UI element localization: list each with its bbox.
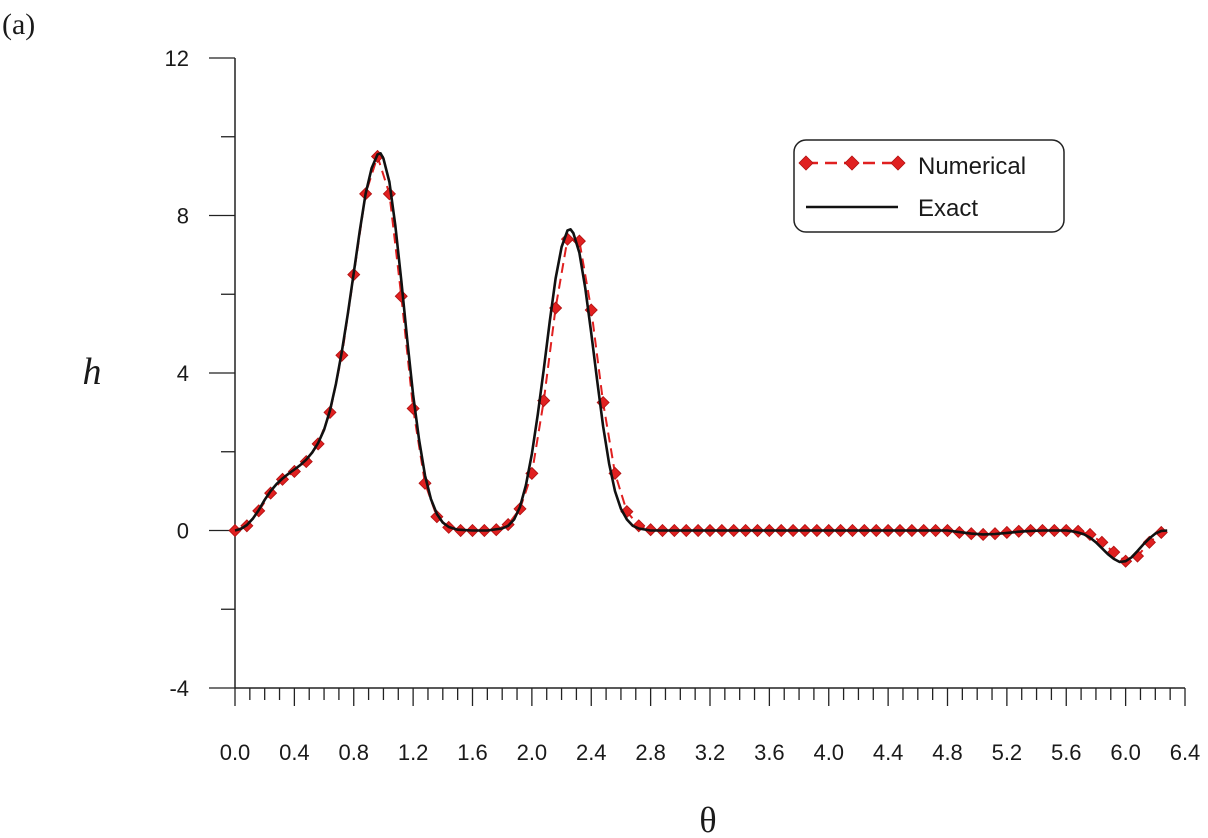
y-tick-label: 0 <box>177 519 189 544</box>
x-tick-label: 0.0 <box>220 740 251 765</box>
x-tick-label: 3.2 <box>695 740 726 765</box>
x-tick-label: 6.4 <box>1170 740 1201 765</box>
x-tick-label: 1.6 <box>457 740 488 765</box>
legend-exact-label: Exact <box>918 195 978 222</box>
numerical-point <box>299 455 313 469</box>
y-tick-label: 12 <box>165 46 189 71</box>
panel-label: (a) <box>2 8 35 41</box>
x-axis-label: θ <box>699 800 716 838</box>
x-tick-label: 3.6 <box>754 740 785 765</box>
plot-area <box>228 149 1168 568</box>
x-tick-label: 4.8 <box>932 740 963 765</box>
x-tick-label: 5.6 <box>1051 740 1082 765</box>
x-tick-label: 2.0 <box>517 740 548 765</box>
x-tick-label: 2.4 <box>576 740 607 765</box>
x-tick-label: 0.4 <box>279 740 310 765</box>
y-tick-label: -4 <box>169 676 189 701</box>
y-tick-label: 4 <box>177 361 189 386</box>
legend-numerical-sample <box>798 155 906 171</box>
x-axis-ticks: 0.0 0.4 0.8 1.2 1.6 2.0 2.4 2.8 3.2 3.6 4.0 4.4 4.8 5… <box>220 688 1201 765</box>
x-tick-label: 6.0 <box>1110 740 1141 765</box>
x-tick-label: 5.2 <box>992 740 1023 765</box>
numerical-point <box>1142 535 1156 549</box>
x-tick-label: 1.2 <box>398 740 429 765</box>
legend-numerical-marker <box>890 155 906 171</box>
x-tick-label: 4.0 <box>813 740 844 765</box>
y-tick-label: 8 <box>177 204 189 229</box>
x-tick-label: 4.4 <box>873 740 904 765</box>
legend-numerical-marker <box>798 155 814 171</box>
legend-box <box>793 139 1065 233</box>
x-tick-label: 2.8 <box>635 740 666 765</box>
x-tick-label: 0.8 <box>338 740 369 765</box>
legend-numerical-label: Numerical <box>918 153 1026 180</box>
y-axis-label: h <box>83 351 102 393</box>
exact-series-line <box>234 152 1168 564</box>
legend: Numerical Exact <box>793 139 1065 233</box>
legend-numerical-marker <box>844 155 860 171</box>
y-axis-ticks: -4 0 4 8 12 <box>165 46 235 701</box>
